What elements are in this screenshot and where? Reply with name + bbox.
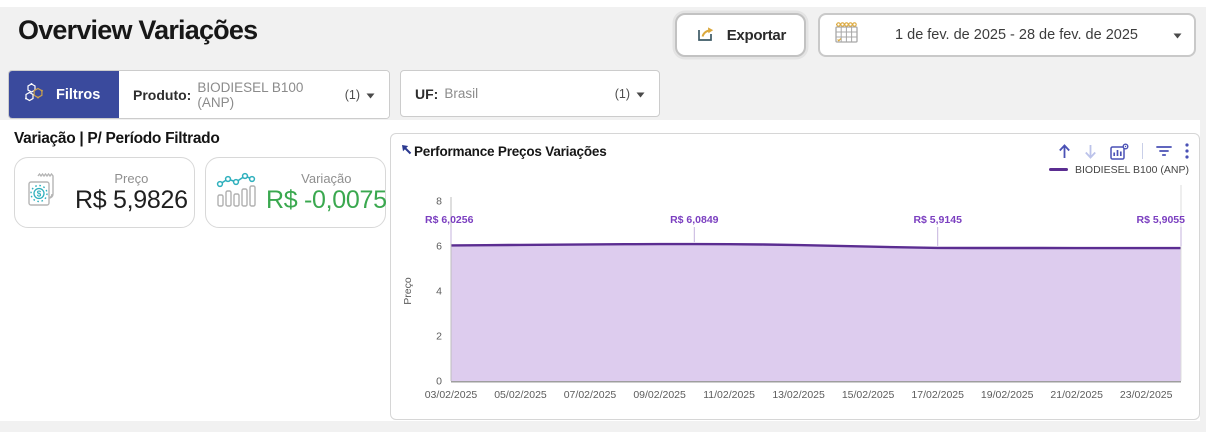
x-tick-label: 11/02/2025 xyxy=(703,389,755,401)
page-title: Overview Variações xyxy=(18,15,258,45)
series-area xyxy=(451,244,1181,381)
kpi-label: Preço xyxy=(114,170,149,186)
y-tick-label: 4 xyxy=(436,286,442,298)
y-tick-label: 6 xyxy=(436,241,442,253)
x-tick-label: 13/02/2025 xyxy=(772,389,825,401)
caret-down-icon xyxy=(636,85,645,103)
y-axis-title: Preço xyxy=(402,277,414,305)
legend-swatch xyxy=(1049,167,1068,172)
top-margin xyxy=(0,0,1206,7)
date-range-value: 1 de fev. de 2025 - 28 de fev. de 2025 xyxy=(895,27,1138,43)
header-actions: Exportar xyxy=(674,13,1196,57)
kpi-value-variacao: R$ -0,0075 xyxy=(266,185,387,214)
export-icon xyxy=(695,23,717,48)
produto-label: Produto: xyxy=(133,86,192,103)
produto-filter-group: Filtros Produto: BIODIESEL B100 (ANP) (1… xyxy=(8,70,390,119)
more-options-icon[interactable] xyxy=(1185,143,1189,159)
caret-down-icon xyxy=(1173,26,1182,44)
kpi-section: Variação | P/ Período Filtrado $ xyxy=(14,130,387,228)
calendar-icon xyxy=(832,20,860,51)
kpi-card-variacao[interactable]: Variação R$ -0,0075 xyxy=(205,157,387,228)
filter-bar: Filtros Produto: BIODIESEL B100 (ANP) (1… xyxy=(8,70,660,119)
x-tick-label: 07/02/2025 xyxy=(564,389,617,401)
x-tick-label: 19/02/2025 xyxy=(981,389,1034,401)
x-tick-label: 17/02/2025 xyxy=(911,389,964,401)
series-line xyxy=(450,242,1181,250)
price-chart-svg[interactable]: 0 2 4 6 8 03/02/2025 05/02/2025 07/02/2025 09/02… xyxy=(401,179,1187,417)
data-label: R$ 6,0256 xyxy=(425,214,474,226)
collapse-arrow-icon[interactable] xyxy=(401,142,412,160)
y-tick-label: 0 xyxy=(436,376,442,388)
y-tick-label: 2 xyxy=(436,331,442,343)
header: Overview Variações Exportar xyxy=(0,7,1206,70)
caret-down-icon xyxy=(366,86,375,104)
chart-title: Performance Preços Variações xyxy=(414,143,607,159)
svg-text:$: $ xyxy=(37,190,42,199)
kpi-value-preco: R$ 5,9826 xyxy=(75,185,188,214)
data-label: R$ 5,9055 xyxy=(1137,214,1186,226)
uf-count: (1) xyxy=(614,86,630,101)
sort-descending-icon[interactable] xyxy=(1084,144,1097,159)
main-content: Variação | P/ Período Filtrado $ xyxy=(0,120,1200,421)
kpi-card-preco[interactable]: $ Preço R$ 5,9826 xyxy=(14,157,195,228)
export-button[interactable]: Exportar xyxy=(674,13,806,57)
x-tick-label: 09/02/2025 xyxy=(633,389,686,401)
date-range-picker[interactable]: 1 de fev. de 2025 - 28 de fev. de 2025 xyxy=(818,13,1196,57)
chart-settings-icon[interactable] xyxy=(1110,143,1129,160)
x-tick-label: 21/02/2025 xyxy=(1050,389,1103,401)
legend-label: BIODIESEL B100 (ANP) xyxy=(1075,163,1189,176)
data-label: R$ 6,0849 xyxy=(670,214,719,226)
uf-value: Brasil xyxy=(444,86,479,101)
filters-label: Filtros xyxy=(56,86,101,103)
x-tick-label: 15/02/2025 xyxy=(842,389,895,401)
filters-button[interactable]: Filtros xyxy=(9,71,119,118)
uf-filter-chip[interactable]: UF: Brasil (1) xyxy=(400,70,660,117)
kpi-section-title: Variação | P/ Período Filtrado xyxy=(14,130,220,147)
filter-funnel-icon[interactable] xyxy=(1156,145,1172,157)
sort-ascending-icon[interactable] xyxy=(1058,143,1071,159)
bar-trend-icon xyxy=(216,171,258,214)
x-tick-label: 03/02/2025 xyxy=(425,389,478,401)
receipt-money-icon: $ xyxy=(25,168,67,217)
chart-legend: BIODIESEL B100 (ANP) xyxy=(401,162,1189,177)
x-tick-label: 23/02/2025 xyxy=(1120,389,1173,401)
kpi-label: Variação xyxy=(301,170,352,186)
uf-label: UF: xyxy=(415,85,439,102)
chart-toolbar xyxy=(1058,143,1189,160)
produto-count: (1) xyxy=(344,87,360,102)
export-label: Exportar xyxy=(726,26,787,44)
x-tick-label: 05/02/2025 xyxy=(494,389,547,401)
produto-value: BIODIESEL B100 (ANP) xyxy=(197,79,304,110)
y-tick-label: 8 xyxy=(436,196,442,208)
filter-hexagons-icon xyxy=(23,82,46,107)
chart-card: Performance Preços Variações xyxy=(390,133,1200,420)
toolbar-separator xyxy=(1142,143,1143,159)
produto-filter-chip[interactable]: Produto: BIODIESEL B100 (ANP) (1) xyxy=(119,71,389,118)
data-label: R$ 5,9145 xyxy=(913,214,962,226)
